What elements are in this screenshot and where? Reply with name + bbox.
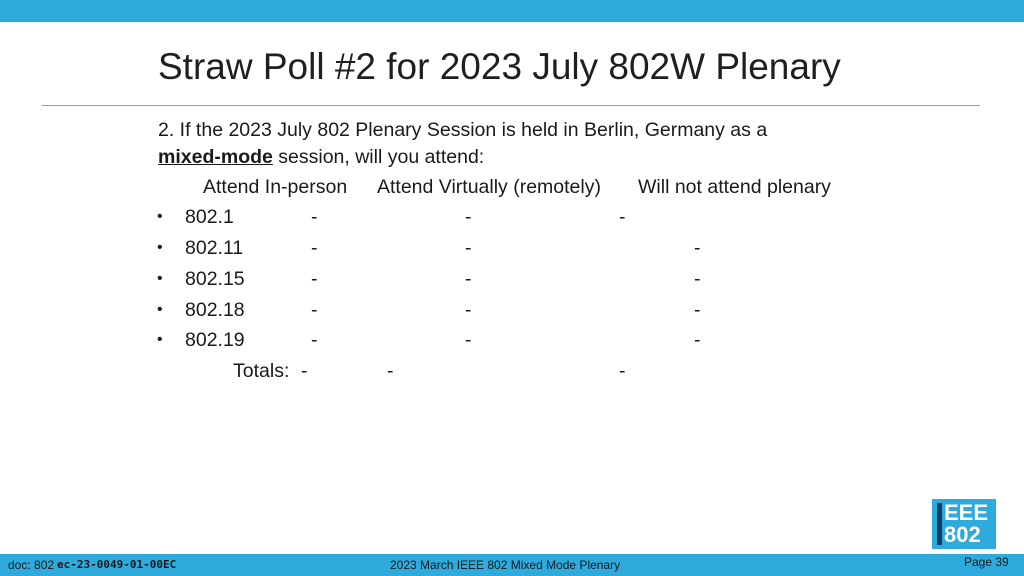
top-accent-bar — [0, 0, 1024, 22]
ieee-802-logo: EEE 802 — [932, 499, 996, 549]
footer-session: 2023 March IEEE 802 Mixed Mode Plenary — [390, 558, 621, 572]
row-value-virtual: - — [465, 237, 472, 259]
row-value-virtual: - — [465, 329, 472, 351]
totals-virtual: - — [387, 360, 394, 382]
doc-id: ec-23-0049-01-00EC — [57, 558, 177, 571]
row-value-not-attend: - — [694, 237, 701, 259]
row-group-802-11: 802.11 — [185, 237, 244, 259]
row-value-virtual: - — [465, 268, 472, 290]
row-value-virtual: - — [465, 299, 472, 321]
row-value-not-attend: - — [694, 299, 701, 321]
row-value-in-person: - — [311, 299, 318, 321]
row-value-not-attend: - — [619, 206, 626, 228]
totals-label: Totals: — [233, 360, 290, 382]
row-value-in-person: - — [311, 268, 318, 290]
column-header-in-person: Attend In-person — [203, 176, 348, 198]
row-value-virtual: - — [465, 206, 472, 228]
column-header-not-attend: Will not attend plenary — [638, 176, 831, 198]
page-title: Straw Poll #2 for 2023 July 802W Plenary — [158, 46, 841, 87]
row-group-802-18: 802.18 — [185, 299, 245, 321]
bullet-icon: • — [157, 239, 163, 256]
bullet-icon: • — [157, 208, 163, 225]
question-line-1: 2. If the 2023 July 802 Plenary Session … — [158, 119, 768, 141]
logo-line-2: 802 — [944, 522, 981, 547]
title-divider — [42, 105, 980, 106]
logo-bar — [937, 503, 942, 545]
doc-label: doc: 802 — [8, 558, 55, 572]
bullet-icon: • — [157, 331, 163, 348]
totals-not-attend: - — [619, 360, 626, 382]
row-value-not-attend: - — [694, 268, 701, 290]
row-value-in-person: - — [311, 206, 318, 228]
question-emphasis: mixed-mode — [158, 146, 273, 168]
footer-bar: doc: 802 ec-23-0049-01-00EC 2023 March I… — [0, 554, 1024, 576]
totals-in-person: - — [301, 360, 308, 382]
row-group-802-19: 802.19 — [185, 329, 245, 351]
row-value-not-attend: - — [694, 329, 701, 351]
bullet-icon: • — [157, 301, 163, 318]
row-group-802-1: 802.1 — [185, 206, 234, 228]
logo-line-1: EEE — [944, 500, 989, 525]
page-number: Page 39 — [964, 555, 1009, 569]
row-value-in-person: - — [311, 237, 318, 259]
question-line-2-rest: session, will you attend: — [272, 146, 485, 168]
row-value-in-person: - — [311, 329, 318, 351]
row-group-802-15: 802.15 — [185, 268, 245, 290]
column-header-virtual: Attend Virtually (remotely) — [377, 176, 601, 198]
bullet-icon: • — [157, 270, 163, 287]
question-line-2: mixed-mode session, will you attend: — [158, 145, 484, 169]
